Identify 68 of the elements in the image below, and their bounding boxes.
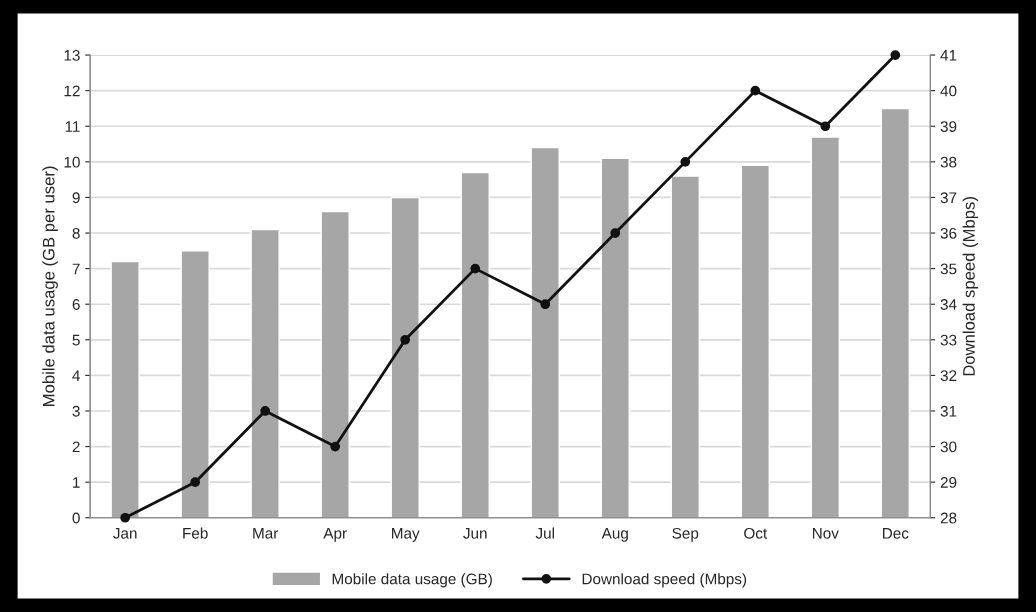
y2-tick-label: 34 bbox=[940, 299, 957, 310]
x-tick-label: May bbox=[392, 528, 420, 542]
y2-tick-label: 32 bbox=[940, 370, 957, 382]
bar bbox=[320, 210, 350, 518]
y2-tick-label: 31 bbox=[940, 405, 957, 417]
y-tick-label: 9 bbox=[72, 192, 80, 204]
y-tick-label: 4 bbox=[72, 370, 80, 381]
point bbox=[820, 121, 831, 132]
point bbox=[610, 228, 621, 238]
bar bbox=[880, 107, 911, 518]
y2-axis-title: Download speed (Mbps) bbox=[962, 197, 979, 376]
bar bbox=[810, 136, 841, 518]
y-tick-label: 11 bbox=[65, 121, 80, 132]
y2-tick-label: 29 bbox=[940, 477, 957, 488]
y-tick-label: 7 bbox=[72, 263, 80, 275]
bar bbox=[390, 196, 420, 518]
y-tick-label: 0 bbox=[72, 512, 80, 524]
x-tick-label: Mar bbox=[253, 528, 279, 539]
point bbox=[260, 406, 271, 416]
bar bbox=[180, 250, 210, 518]
point bbox=[120, 512, 131, 523]
y2-tick-label: 37 bbox=[940, 192, 957, 204]
y2-tick-label: 35 bbox=[940, 263, 957, 275]
y-tick-label: 5 bbox=[72, 334, 80, 346]
x-tick-label: Aug bbox=[601, 528, 628, 542]
y2-tick-label: 30 bbox=[940, 441, 957, 453]
point bbox=[540, 299, 551, 310]
legend-label: Download speed (Mbps) bbox=[582, 573, 747, 588]
y-tick-label: 1 bbox=[73, 477, 80, 488]
y-tick-label: 8 bbox=[72, 227, 80, 239]
y2-tick-label: 38 bbox=[940, 156, 957, 168]
x-tick-label: Jul bbox=[535, 527, 554, 539]
y-tick-label: 12 bbox=[64, 85, 80, 97]
x-tick-label: Dec bbox=[882, 528, 909, 539]
y2-tick-label: 41 bbox=[940, 50, 957, 61]
x-tick-label: Jun bbox=[463, 528, 487, 539]
point bbox=[750, 85, 761, 96]
y2-tick-label: 36 bbox=[940, 227, 957, 239]
bar bbox=[600, 157, 630, 518]
y2-tick-label: 40 bbox=[940, 85, 957, 97]
point bbox=[330, 441, 341, 452]
legend-label: Mobile data usage (GB) bbox=[332, 573, 492, 588]
bar bbox=[110, 260, 140, 518]
bar bbox=[740, 164, 770, 518]
point bbox=[400, 334, 411, 345]
y-tick-label: 6 bbox=[72, 299, 80, 310]
bar bbox=[530, 146, 560, 518]
x-tick-label: Oct bbox=[744, 527, 768, 539]
y-tick-label: 10 bbox=[64, 156, 80, 168]
x-tick-label: Sep bbox=[672, 527, 699, 542]
point bbox=[890, 50, 901, 60]
y-tick-label: 2 bbox=[72, 441, 80, 453]
point bbox=[470, 263, 481, 274]
y-tick-label: 13 bbox=[64, 49, 80, 61]
y2-tick-label: 28 bbox=[940, 512, 957, 524]
x-tick-label: Jan bbox=[113, 528, 137, 539]
y-tick-label: 3 bbox=[72, 405, 80, 417]
x-tick-label: Feb bbox=[183, 527, 208, 539]
y2-tick-label: 33 bbox=[940, 334, 957, 346]
bar bbox=[670, 175, 700, 518]
point bbox=[680, 156, 691, 167]
bar bbox=[460, 171, 490, 518]
y-axis-title: Mobile data usage (GB per user) bbox=[42, 166, 58, 406]
x-tick-label: Apr bbox=[323, 528, 347, 542]
y2-tick-label: 39 bbox=[940, 121, 957, 132]
x-tick-label: Nov bbox=[812, 528, 839, 539]
bar bbox=[250, 228, 280, 518]
point bbox=[190, 477, 201, 488]
